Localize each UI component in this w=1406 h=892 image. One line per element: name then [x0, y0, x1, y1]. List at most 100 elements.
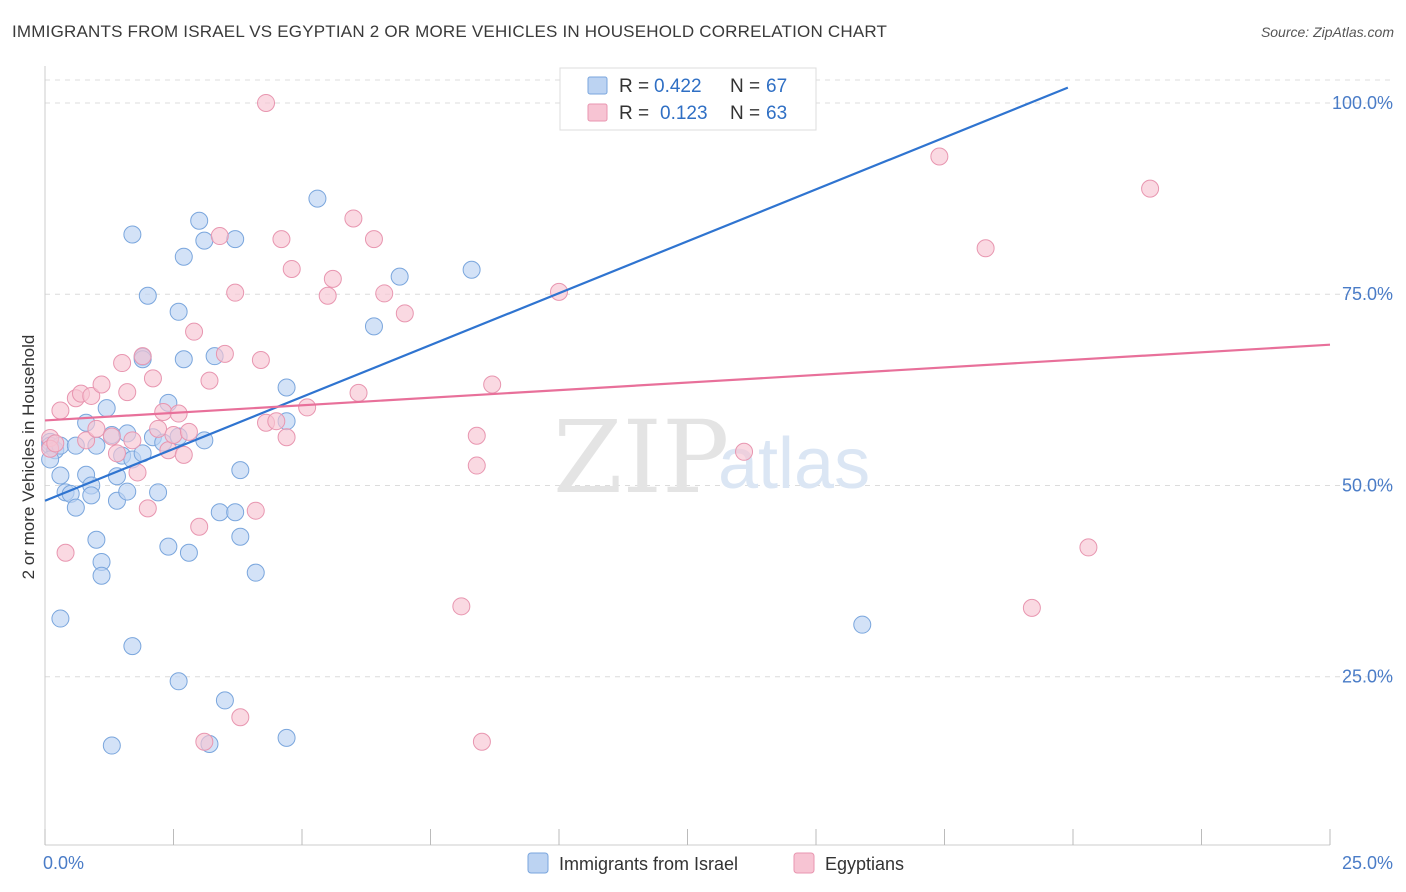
israel-point — [82, 486, 101, 505]
egyptians-point — [930, 147, 949, 166]
egyptians-point — [395, 304, 414, 323]
egyptians-point — [231, 708, 250, 727]
egyptians-point — [51, 401, 70, 420]
egyptians-point — [200, 371, 219, 390]
israel-point — [159, 537, 178, 556]
watermark-atlas: atlas — [718, 424, 870, 504]
israel-point — [123, 225, 142, 244]
egyptians-point — [251, 350, 270, 369]
egyptians-point — [375, 284, 394, 303]
israel-point — [118, 482, 137, 501]
egyptians-point — [185, 322, 204, 341]
legend-n-value-egyptians: 63 — [766, 103, 787, 124]
egyptians-point — [107, 444, 126, 463]
israel-point — [66, 498, 85, 517]
egyptians-point — [318, 286, 337, 305]
legend-r-label-egyptians: R = — [619, 103, 649, 124]
israel-point — [174, 247, 193, 266]
israel-point — [462, 260, 481, 279]
legend-r-label-israel: R = — [619, 76, 649, 97]
egyptians-point — [452, 597, 471, 616]
legend-r-value-egyptians: 0.123 — [660, 103, 708, 124]
egyptians-point — [164, 425, 183, 444]
y-tick-label: 50.0% — [1342, 475, 1393, 495]
egyptians-point — [133, 347, 152, 366]
israel-point — [149, 483, 168, 502]
israel-point — [231, 461, 250, 480]
egyptians-point — [467, 456, 486, 475]
gridlines — [45, 79, 1393, 678]
bottom-legend-swatch-egyptians — [793, 852, 815, 874]
egyptians-point — [143, 369, 162, 388]
x-tick-label-min: 0.0% — [43, 853, 84, 873]
israel-point — [853, 615, 872, 634]
egyptians-point — [550, 282, 568, 301]
israel-point — [210, 503, 229, 522]
bottom-legend-swatch-israel — [527, 852, 549, 874]
egyptians-point — [56, 543, 75, 562]
egyptians-point — [277, 428, 296, 447]
egyptians-point — [113, 354, 132, 373]
egyptians-point — [46, 434, 65, 453]
egyptians-point — [82, 386, 101, 405]
watermark-zip: ZIP — [553, 399, 729, 516]
egyptians-point — [77, 431, 96, 450]
legend: R = 0.422 N = 67 R = 0.123 N = 63 — [559, 67, 817, 131]
israel-point — [231, 527, 250, 546]
israel-point — [179, 543, 198, 562]
egyptians-point — [272, 230, 291, 249]
israel-point — [277, 378, 296, 397]
trend-lines — [44, 86, 1331, 502]
egyptians-point — [1079, 538, 1098, 557]
bottom-legend-label-israel: Immigrants from Israel — [559, 854, 738, 874]
israel-trend-line — [44, 86, 1069, 502]
legend-r-value-israel: 0.422 — [654, 76, 702, 97]
bottom-legend: Immigrants from Israel Egyptians — [527, 852, 904, 874]
israel-point — [226, 230, 245, 249]
y-tick-label: 75.0% — [1342, 284, 1393, 304]
egyptians-point — [210, 227, 229, 246]
egyptians-point — [102, 427, 121, 446]
israel-point — [169, 672, 188, 691]
egyptians-point — [92, 375, 111, 394]
israel-point — [190, 211, 209, 230]
egyptians-point — [349, 383, 368, 402]
egyptians-point — [298, 398, 317, 417]
y-tick-labels: 25.0% 50.0% 75.0% 100.0% — [1332, 93, 1393, 687]
egyptians-point — [179, 422, 198, 441]
egyptians-point — [226, 283, 245, 302]
egyptians-point — [257, 93, 276, 112]
egyptians-point — [1022, 598, 1041, 617]
israel-point — [138, 286, 157, 305]
egyptians-point — [195, 732, 214, 751]
y-axis-label: 2 or more Vehicles in Household — [19, 335, 38, 580]
y-tick-label: 100.0% — [1332, 93, 1393, 113]
israel-point — [97, 399, 116, 418]
egyptians-point — [364, 230, 383, 249]
egyptians-point — [267, 412, 286, 431]
egyptians-point — [735, 442, 754, 461]
israel-point — [123, 637, 142, 656]
egyptians-point — [87, 419, 106, 438]
israel-point — [195, 231, 214, 250]
egyptians-point — [118, 383, 137, 402]
israel-point — [87, 530, 106, 549]
egyptians-trend-line — [44, 343, 1331, 422]
egyptians-point — [344, 209, 363, 228]
israel-point — [226, 503, 245, 522]
egyptians-point — [149, 419, 168, 438]
egyptians-point — [976, 239, 995, 258]
egyptians-point — [1141, 179, 1160, 198]
chart-title: IMMIGRANTS FROM ISRAEL VS EGYPTIAN 2 OR … — [12, 22, 888, 41]
egyptians-point — [138, 499, 157, 518]
israel-point — [277, 728, 296, 747]
bottom-legend-label-egyptians: Egyptians — [825, 854, 904, 874]
israel-point — [308, 189, 327, 208]
egyptians-point — [174, 445, 193, 464]
data-points — [41, 93, 1160, 755]
egyptians-point — [483, 375, 502, 394]
egyptians-point — [467, 426, 486, 445]
egyptians-point — [123, 431, 142, 450]
egyptians-point — [215, 344, 234, 363]
